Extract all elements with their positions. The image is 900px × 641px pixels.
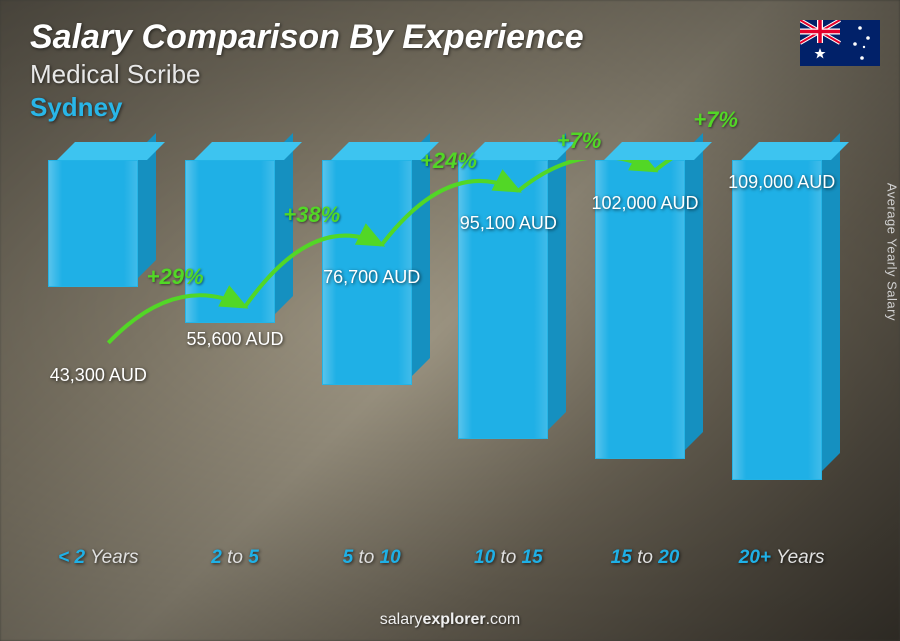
x-axis-label: 10 to 15 [474, 547, 543, 569]
bar [458, 160, 558, 439]
growth-pct: +7% [693, 107, 738, 133]
x-axis-label: 2 to 5 [211, 547, 259, 569]
growth-pct: +29% [147, 264, 204, 290]
bar-slot: 102,000 AUD15 to 20 [577, 160, 714, 541]
x-axis-label: 5 to 10 [343, 547, 401, 569]
bar-slot: 109,000 AUD20+ Years [713, 160, 850, 541]
header: Salary Comparison By Experience Medical … [30, 18, 584, 123]
bar [732, 160, 832, 480]
footer-text-1: salary [380, 611, 423, 628]
growth-pct: +7% [557, 128, 602, 154]
value-label: 109,000 AUD [728, 172, 835, 193]
value-label: 76,700 AUD [323, 267, 420, 288]
location: Sydney [30, 92, 584, 123]
x-axis-label: 15 to 20 [611, 547, 680, 569]
growth-pct: +38% [283, 202, 340, 228]
footer-attribution: salaryexplorer.com [0, 611, 900, 629]
x-axis-label: < 2 Years [58, 547, 138, 569]
salary-chart: 43,300 AUD< 2 Years55,600 AUD2 to 576,70… [30, 160, 850, 571]
job-title: Medical Scribe [30, 59, 584, 90]
bar-slot: 43,300 AUD< 2 Years [30, 160, 167, 541]
page-title: Salary Comparison By Experience [30, 18, 584, 57]
growth-pct: +24% [420, 148, 477, 174]
bar [185, 160, 285, 323]
bar [48, 160, 148, 287]
value-label: 43,300 AUD [50, 365, 147, 386]
value-label: 95,100 AUD [460, 213, 557, 234]
x-axis-label: 20+ Years [739, 547, 825, 569]
footer-text-2: .com [486, 611, 521, 628]
y-axis-label: Average Yearly Salary [885, 182, 900, 320]
australia-flag-icon [800, 20, 880, 66]
bar-slot: 95,100 AUD10 to 15 [440, 160, 577, 541]
value-label: 55,600 AUD [186, 329, 283, 350]
footer-text-bold: explorer [422, 611, 485, 628]
value-label: 102,000 AUD [591, 193, 698, 214]
